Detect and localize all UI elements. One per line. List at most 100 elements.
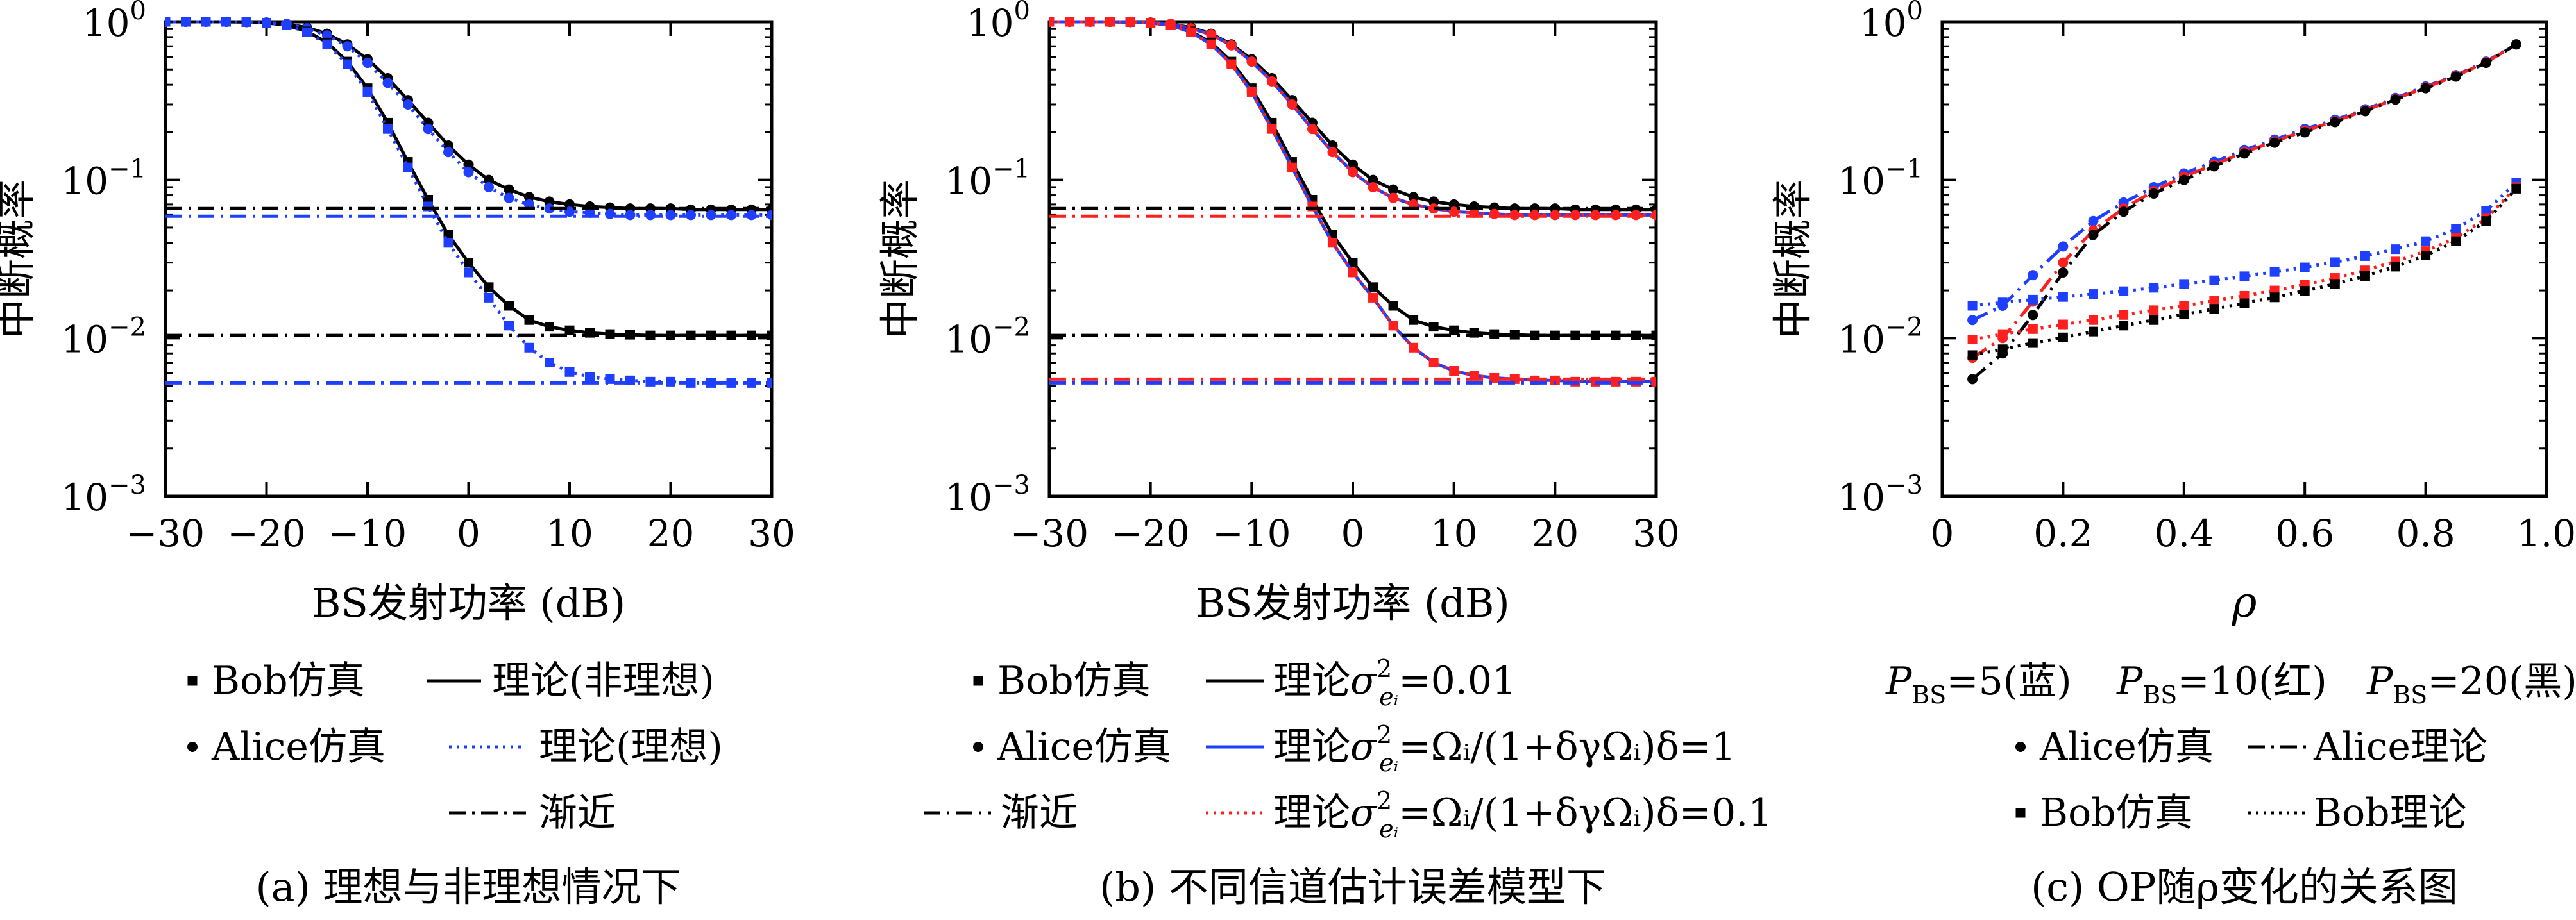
x-tick-label: 1.0 <box>2517 512 2576 555</box>
series-line <box>1049 20 1656 212</box>
marker-square <box>2239 298 2250 308</box>
marker-square <box>504 301 514 311</box>
marker-square <box>545 358 554 368</box>
marker-square <box>1388 301 1398 311</box>
marker-square <box>2119 286 2129 296</box>
series-line <box>165 20 772 385</box>
marker-dot <box>2148 188 2159 199</box>
y-tick-label: 10−3 <box>61 471 146 519</box>
legend-label: Alice仿真 <box>2039 724 2214 769</box>
legend-label: 理论σ2 eᵢ=Ωᵢ/(1+δγΩᵢ)δ=1 <box>1273 721 1736 777</box>
marker-square <box>1125 17 1135 27</box>
legend-marker-square <box>973 676 983 686</box>
legend-marker-square <box>187 676 198 686</box>
x-axis-label: BS发射功率 (dB) <box>312 580 625 626</box>
legend-marker-dot <box>187 742 198 752</box>
marker-dot <box>2511 39 2521 50</box>
marker-square <box>564 367 575 377</box>
marker-dot <box>2330 117 2341 128</box>
data-layer <box>1049 17 1656 387</box>
y-tick-label: 100 <box>967 0 1030 45</box>
y-tick-label: 10−3 <box>945 471 1030 519</box>
marker-dot <box>504 184 514 195</box>
marker-square <box>2269 267 2280 277</box>
marker-square <box>221 17 231 27</box>
marker-square <box>2089 289 2098 299</box>
marker-dot <box>2178 174 2189 185</box>
x-tick-label: 30 <box>1632 512 1680 555</box>
marker-square <box>1105 17 1115 27</box>
marker-dot <box>1348 159 1358 170</box>
marker-square <box>2209 275 2219 285</box>
panel-a: 100 10−1 10−2 10−3−30 −20 −10 0 10 20 30 BS发射功率 (d… <box>0 0 795 910</box>
marker-square <box>1997 344 2008 355</box>
y-tick-label: 10−2 <box>1838 312 1923 361</box>
x-tick-label: 10 <box>1430 512 1478 555</box>
marker-square <box>564 325 575 335</box>
series-line <box>1972 181 2518 308</box>
y-tick-label: 10−2 <box>945 312 1030 361</box>
legend-label: 理论(理想) <box>539 724 723 769</box>
marker-square <box>2149 305 2159 315</box>
marker-square <box>181 17 191 27</box>
y-axis-label: 中断概率 <box>876 180 923 339</box>
marker-dot <box>2420 83 2431 94</box>
marker-square <box>545 322 554 332</box>
marker-dot <box>1967 315 1978 326</box>
legend-header-item: PBS=10(红) <box>2116 659 2327 709</box>
marker-dot <box>2269 137 2280 148</box>
x-tick-label: 0.6 <box>2275 512 2334 555</box>
marker-square <box>403 162 413 172</box>
x-tick-label: 0 <box>1341 512 1365 555</box>
panel-b: 100 10−1 10−2 10−3−30 −20 −10 0 10 20 30 BS发射功率 (d… <box>876 0 1772 910</box>
x-tick-label: 0.4 <box>2155 512 2214 555</box>
marker-square <box>2239 271 2250 281</box>
marker-dot <box>484 174 494 185</box>
x-tick-label: 30 <box>748 512 795 555</box>
series-line <box>1049 20 1656 337</box>
marker-square <box>1065 17 1075 27</box>
plot-area: 100 10−1 10−2 10−3−30 −20 −10 0 10 20 30 BS发射功率 (d… <box>876 0 1680 626</box>
marker-square <box>2058 292 2068 302</box>
marker-square <box>1997 297 2008 308</box>
legend-label: 理论σ2 eᵢ=Ωᵢ/(1+δγΩᵢ)δ=0.1 <box>1273 787 1772 843</box>
legend-marker-square <box>2015 808 2026 818</box>
marker-dot <box>342 41 353 52</box>
x-tick-label: 0.8 <box>2396 512 2455 555</box>
series-line <box>165 20 772 337</box>
series-line <box>1972 186 2518 341</box>
marker-dot <box>2088 230 2099 240</box>
marker-square <box>1449 325 1459 335</box>
marker-square <box>2058 319 2068 330</box>
marker-square <box>1651 376 1656 387</box>
marker-square <box>1368 282 1378 292</box>
marker-square <box>2209 304 2219 314</box>
series-line <box>165 20 772 212</box>
marker-square <box>524 315 534 325</box>
marker-square <box>1651 330 1656 340</box>
marker-square <box>2451 236 2461 246</box>
marker-square <box>2149 283 2159 293</box>
marker-square <box>2391 244 2400 255</box>
marker-dot <box>484 181 494 192</box>
marker-square <box>2300 262 2310 272</box>
data-layer <box>165 17 772 388</box>
marker-square <box>2300 286 2310 296</box>
series-line <box>1049 20 1656 217</box>
marker-square <box>1997 329 2008 339</box>
marker-dot <box>1327 147 1338 158</box>
marker-square <box>2028 324 2038 334</box>
x-tick-label: 0.2 <box>2033 512 2092 555</box>
legend-label: 理论σ2 eᵢ=0.01 <box>1273 655 1516 711</box>
y-tick-label: 10−3 <box>1838 471 1923 519</box>
legend-label: Bob理论 <box>2314 790 2467 835</box>
marker-dot <box>2118 206 2129 217</box>
panel-caption: (b) 不同信道估计误差模型下 <box>1099 864 1606 910</box>
marker-dot <box>1388 184 1399 195</box>
marker-square <box>1409 315 1419 325</box>
plot-area: 100 10−1 10−2 10−3−30 −20 −10 0 10 20 30 BS发射功率 (d… <box>0 0 795 626</box>
x-tick-label: 0 <box>1931 512 1954 555</box>
series-line <box>165 20 772 217</box>
x-axis-label: ρ <box>2232 578 2257 627</box>
marker-dot <box>382 78 393 88</box>
